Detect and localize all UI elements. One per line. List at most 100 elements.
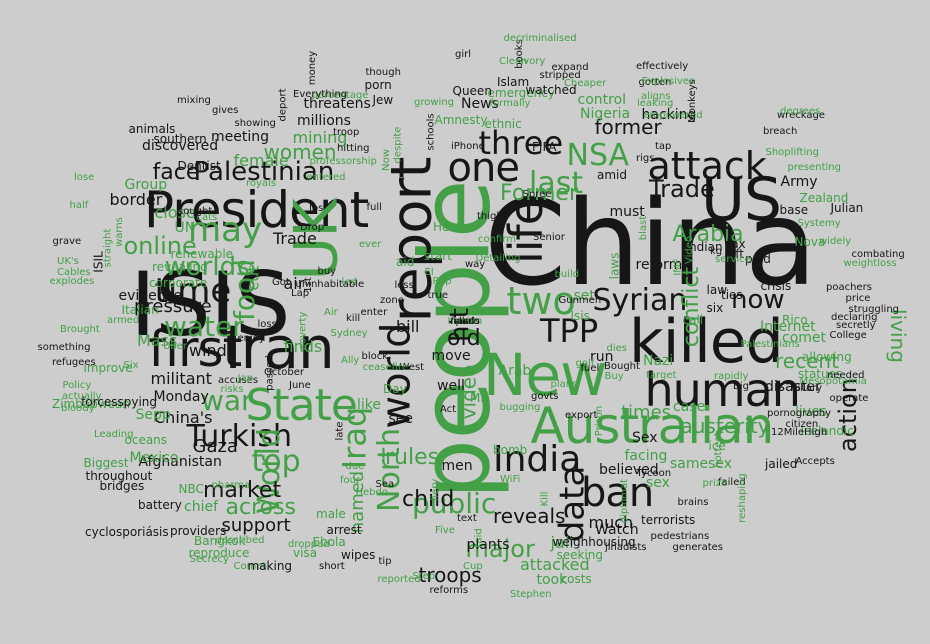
word-last: last [529, 166, 584, 201]
word-straight: straight [101, 228, 113, 268]
word-army: Army [780, 174, 818, 190]
word-women: women [263, 140, 337, 164]
word-worlds: worlds [164, 252, 250, 282]
word-generates: generates [672, 542, 724, 553]
word-ebola: Ebola [312, 535, 346, 549]
word-kg: kg [710, 246, 723, 257]
word-meals: meals [450, 316, 481, 327]
word-wipes: wipes [341, 548, 376, 562]
word-facing: facing [624, 448, 668, 464]
word-law: law [706, 283, 728, 297]
word-conflict: conflict [679, 266, 705, 348]
word-paid: paid [745, 252, 771, 266]
word-bloody: bloody [61, 403, 95, 414]
word-troops: troops [418, 563, 482, 587]
word-state: State [245, 380, 358, 431]
word-effectively: effectively [636, 61, 689, 72]
word-june: June [289, 380, 311, 391]
word-half: half [69, 200, 89, 211]
word-pharma: pharma [211, 480, 251, 491]
word-girl: girl [455, 49, 472, 60]
word-cables: Cables [57, 267, 91, 278]
word-syrian: Syrian [592, 283, 688, 318]
word-zone: zone [380, 295, 404, 306]
word-water: water [164, 310, 244, 343]
word-zimbabwean: Zimbabwean [52, 397, 130, 411]
word-renewable: renewable [170, 247, 234, 261]
word-fiasco: fiasco [450, 316, 480, 327]
word-comet: comet [782, 330, 827, 346]
word-internet: Internet [760, 319, 816, 335]
word-meeting: meeting [211, 129, 270, 145]
word-big: Big [733, 381, 749, 392]
word-cheaper: Cheaper [564, 78, 607, 89]
word-us: US [701, 165, 782, 235]
word-gunmen: Gunmen [558, 295, 602, 306]
word-though: though [365, 67, 401, 78]
word-west: West [399, 362, 425, 373]
word-nigeria: Nigeria [580, 106, 631, 122]
word-diplomat: diplomat [619, 478, 631, 524]
word-crisis: crisis [760, 279, 792, 293]
word-lose: lose [74, 172, 95, 183]
word-less: less [394, 280, 414, 291]
word-despite: despite [391, 126, 403, 164]
word-mixing: mixing [177, 95, 211, 106]
word-arrest: arrest [326, 523, 362, 537]
word-watch: Watch [595, 522, 639, 538]
word-islam: Islam [497, 75, 530, 89]
word-isis: Isis [570, 309, 590, 323]
word-true: true [427, 290, 449, 301]
word-finds: finds [283, 337, 323, 356]
word-reforms: reforms [429, 585, 469, 596]
word-confirm: confirm [478, 234, 516, 245]
word-secrecy: Secrecy [189, 554, 229, 565]
word-needed: needed [827, 370, 865, 381]
word-citizen: citizen [785, 419, 819, 430]
word-hillary: Hillary [790, 383, 823, 394]
word-isis: ISIS [130, 253, 291, 356]
word-now: now [731, 285, 785, 315]
word-porn: porn [364, 78, 392, 92]
word-aid: aid [396, 255, 415, 269]
word-refugees: refugees [52, 357, 96, 368]
word-left: left [724, 247, 744, 261]
word-trade: Trade [649, 175, 715, 203]
word-face: face [152, 160, 200, 185]
word-china: China [484, 174, 817, 312]
word-showing: showing [234, 118, 276, 129]
word-raid: raid [473, 528, 485, 548]
word-control: control [577, 92, 627, 108]
word-ceasefire: ceasefire [362, 362, 408, 373]
word-bangkok: Bangkok [194, 534, 246, 548]
word-accuses: accuses [218, 375, 259, 386]
word-chief: chief [184, 499, 219, 515]
word-everything: Everything [293, 89, 348, 100]
word-child: child [402, 487, 455, 512]
word-men: men [441, 458, 473, 474]
word-run: run [590, 349, 614, 365]
word-president: President [144, 181, 369, 239]
word-amid: amid [597, 168, 627, 182]
word-new: New [483, 341, 608, 409]
word-poverty: poverty [296, 311, 308, 351]
word-professorship: professorship [309, 156, 377, 167]
word-un: UN [174, 220, 196, 236]
word-corporate: corporate [149, 276, 208, 290]
word-monkeys: Monkeys [686, 79, 698, 123]
word-male: male [316, 507, 346, 521]
word-sought: sought [178, 206, 213, 217]
word-battery: battery [138, 498, 182, 512]
word-percentage: percentage [311, 90, 369, 101]
word-pressure: pressure [134, 296, 212, 317]
word-thigh: thigh [477, 211, 503, 222]
word-queen: Queen [452, 84, 492, 98]
word-wifi: WiFi [500, 474, 521, 485]
word-presenting: presenting [787, 162, 841, 173]
word-explodes: explodes [49, 276, 95, 287]
word-case: case [673, 399, 706, 415]
word-hitting: hitting [337, 143, 370, 154]
word-hottest: hottest [712, 432, 724, 468]
word-former: Former [500, 181, 578, 206]
